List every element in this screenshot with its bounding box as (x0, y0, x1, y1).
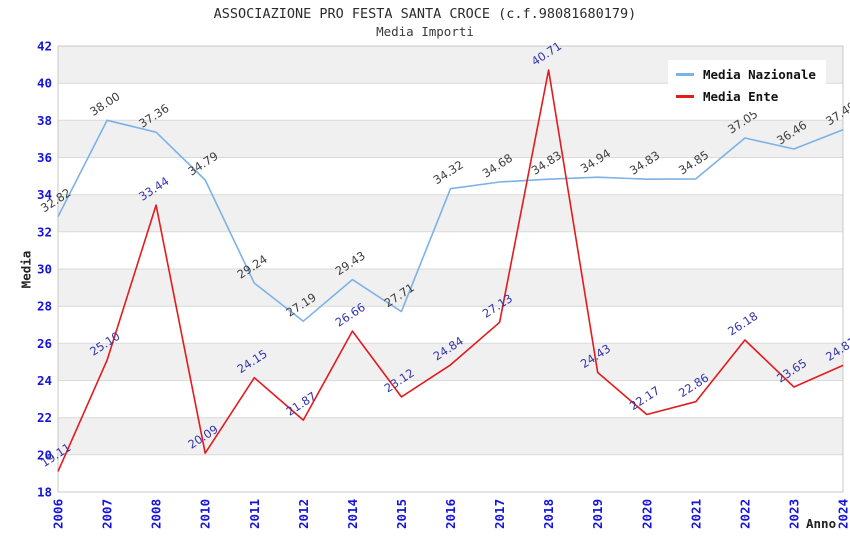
x-tick-label: 2012 (296, 499, 311, 529)
series-line-media-ente (57, 69, 844, 472)
x-tick-label: 2024 (836, 499, 850, 529)
x-tick-label: 2021 (688, 499, 703, 529)
y-tick-label: 30 (37, 262, 52, 277)
y-tick-label: 26 (37, 336, 52, 351)
y-tick-label: 42 (37, 39, 52, 54)
y-tick-label: 22 (37, 410, 52, 425)
y-tick-label: 38 (37, 113, 52, 128)
x-tick-label: 2017 (492, 499, 507, 529)
legend-label-ente: Media Ente (703, 89, 779, 104)
y-tick-label: 32 (37, 224, 52, 239)
y-tick-label: 36 (37, 150, 52, 165)
grid-band (58, 417, 843, 455)
x-tick-label: 2015 (394, 499, 409, 529)
legend-line-sample-nazionale (676, 73, 694, 76)
y-axis-title: Media (18, 250, 34, 289)
series-line-media-nazionale (57, 119, 844, 323)
y-tick-label: 18 (37, 485, 52, 500)
chart-title: ASSOCIAZIONE PRO FESTA SANTA CROCE (c.f.… (213, 6, 637, 22)
x-tick-label: 2008 (149, 499, 164, 529)
plot-border (57, 45, 844, 493)
legend-item-media-ente: Media Ente (676, 89, 816, 104)
chart-subtitle: Media Importi (376, 24, 474, 39)
x-tick-label: 2022 (737, 499, 752, 529)
legend-line-sample-ente (676, 95, 694, 98)
x-tick-label: 2019 (590, 499, 605, 529)
x-axis-title: Anno (806, 516, 837, 531)
x-tick-label: 2011 (247, 499, 262, 529)
y-tick-label: 34 (37, 187, 52, 202)
grid-band (58, 194, 843, 232)
legend-label-nazionale: Media Nazionale (703, 67, 816, 82)
grid-band (58, 120, 843, 158)
x-tick-label: 2016 (443, 499, 458, 529)
x-tick-label: 2018 (541, 499, 556, 529)
x-tick-label: 2023 (786, 499, 801, 529)
legend-item-media-nazionale: Media Nazionale (676, 67, 816, 82)
y-tick-label: 40 (37, 76, 52, 91)
x-tick-label: 2010 (198, 499, 213, 529)
y-tick-label: 24 (37, 373, 52, 388)
x-tick-label: 2014 (345, 499, 360, 529)
x-tick-label: 2006 (51, 499, 66, 529)
grid-band (58, 269, 843, 307)
y-tick-label: 28 (37, 299, 52, 314)
x-tick-label: 2020 (639, 499, 654, 529)
y-tick-label: 20 (37, 447, 52, 462)
x-tick-label: 2007 (100, 499, 115, 529)
legend: Media Nazionale Media Ente (668, 60, 826, 112)
